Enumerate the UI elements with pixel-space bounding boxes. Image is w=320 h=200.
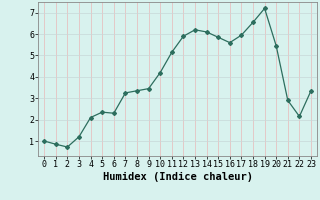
X-axis label: Humidex (Indice chaleur): Humidex (Indice chaleur) [103, 172, 252, 182]
